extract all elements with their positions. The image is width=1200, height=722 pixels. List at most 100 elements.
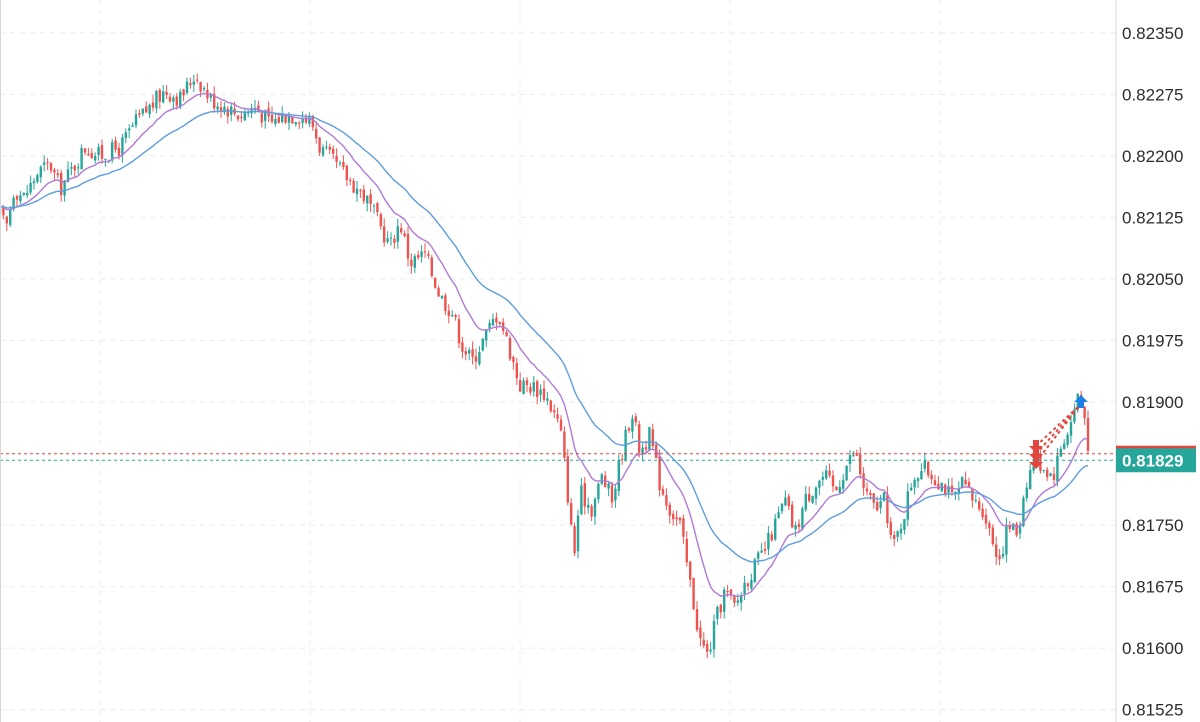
candle-bearish — [865, 488, 869, 492]
candle-bullish — [910, 487, 913, 491]
candle-bearish — [362, 189, 365, 202]
candle-bearish — [60, 172, 63, 196]
price-lines — [0, 453, 1116, 461]
candle-bearish — [495, 317, 498, 323]
candle-bullish — [1063, 443, 1066, 449]
candle-bearish — [553, 410, 556, 413]
candle-bearish — [100, 144, 104, 159]
trade-link-line — [1035, 403, 1082, 447]
candle-bullish — [121, 137, 124, 156]
candle-bearish — [332, 148, 335, 154]
ma-fast-line — [0, 92, 1089, 598]
candle-bearish — [437, 288, 440, 297]
candle-bearish — [90, 153, 93, 159]
candle-bearish — [236, 115, 240, 120]
candle-bullish — [709, 649, 712, 652]
candle-bearish — [318, 137, 321, 153]
candle-bearish — [529, 386, 532, 393]
candle-bearish — [644, 447, 648, 450]
candle-bullish — [1069, 422, 1073, 436]
price-tick-label: 0.81525 — [1122, 701, 1183, 720]
candle-bearish — [893, 534, 896, 539]
candle-bullish — [1029, 470, 1032, 489]
candle-bearish — [56, 173, 59, 176]
candle-bullish — [804, 493, 807, 510]
sell-arrow-icon — [1029, 456, 1043, 469]
candle-bearish — [835, 486, 838, 491]
candle-bearish — [1008, 525, 1011, 529]
trade-markers — [1029, 395, 1088, 469]
candle-bearish — [189, 83, 192, 86]
candle-bearish — [590, 506, 593, 517]
candle-bearish — [559, 419, 563, 431]
candle-bearish — [464, 351, 467, 355]
candle-bullish — [396, 226, 399, 242]
candle-bullish — [440, 295, 444, 299]
candle-bullish — [468, 349, 471, 354]
candle-bearish — [427, 254, 430, 256]
candle-bearish — [379, 214, 382, 227]
candle-bullish — [821, 476, 824, 480]
candle-bullish — [485, 329, 488, 341]
candle-bearish — [226, 108, 229, 117]
candle-bullish — [923, 460, 926, 469]
candle-bearish — [583, 483, 586, 507]
candle-bearish — [797, 523, 801, 528]
candle-bearish — [151, 102, 155, 108]
candle-bearish — [175, 96, 178, 106]
candle-bearish — [889, 522, 892, 535]
candle-bearish — [808, 493, 811, 501]
candle-bullish — [753, 559, 756, 583]
candle-bearish — [393, 238, 396, 243]
candle-bullish — [780, 503, 784, 512]
candle-bearish — [1015, 523, 1018, 536]
candle-bullish — [19, 195, 22, 202]
candle-bullish — [814, 487, 818, 499]
candle-bearish — [447, 310, 450, 316]
candle-bearish — [403, 233, 406, 236]
candle-bearish — [15, 196, 19, 200]
candle-bullish — [1049, 473, 1052, 476]
candle-bullish — [481, 338, 484, 351]
candle-bearish — [978, 501, 981, 510]
candle-bullish — [947, 486, 950, 493]
candle-bearish — [998, 555, 1001, 560]
candle-bearish — [515, 363, 518, 379]
candle-bullish — [794, 525, 797, 529]
candle-bearish — [196, 79, 199, 81]
candle-bullish — [179, 91, 182, 108]
candle-bearish — [512, 357, 515, 363]
candle-bearish — [930, 474, 933, 480]
candle-bearish — [2, 208, 5, 216]
candle-bearish — [525, 380, 529, 386]
candle-bullish — [913, 479, 916, 488]
candle-bullish — [202, 87, 206, 90]
candle-bullish — [576, 515, 580, 552]
candle-bullish — [546, 398, 549, 401]
current-price-tag — [1116, 448, 1196, 473]
candle-bullish — [539, 389, 542, 395]
price-tick-label: 0.82050 — [1122, 270, 1183, 289]
candle-bearish — [369, 194, 372, 204]
candle-bullish — [593, 498, 597, 517]
candle-bearish — [53, 169, 56, 173]
candle-bullish — [172, 97, 175, 102]
candle-bullish — [12, 197, 15, 209]
candle-bullish — [614, 488, 617, 501]
candle-bullish — [63, 180, 66, 196]
candle-bearish — [376, 203, 379, 213]
candle-bearish — [944, 484, 947, 495]
candle-bullish — [743, 582, 746, 594]
candle-bullish — [26, 193, 29, 196]
candle-bearish — [508, 337, 512, 360]
candle-bearish — [995, 544, 998, 557]
candle-bearish — [726, 591, 729, 593]
candle-bearish — [349, 179, 352, 181]
candle-bearish — [651, 429, 654, 447]
candle-bullish — [97, 146, 100, 155]
candle-bearish — [638, 424, 641, 453]
candle-bullish — [185, 81, 189, 94]
